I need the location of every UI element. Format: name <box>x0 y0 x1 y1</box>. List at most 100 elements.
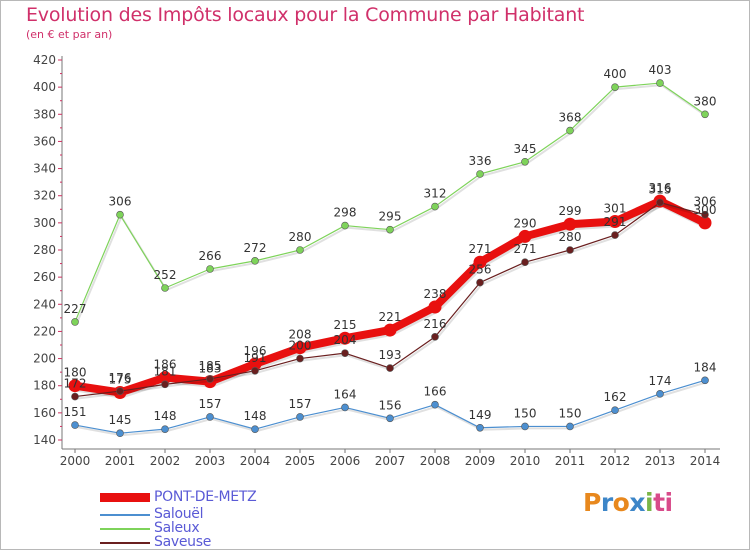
data-point <box>566 126 574 135</box>
data-point <box>386 364 394 372</box>
data-label: 156 <box>379 398 402 412</box>
data-point <box>476 278 484 287</box>
proxiti-logo: Proxiti <box>583 488 673 517</box>
y-tick-label: 160 <box>33 406 56 420</box>
data-label: 216 <box>424 317 447 331</box>
data-label: 301 <box>604 202 627 216</box>
data-label: 150 <box>514 406 537 420</box>
legend-swatch <box>100 542 150 544</box>
data-point <box>701 210 709 219</box>
data-label: 149 <box>469 408 492 422</box>
data-label: 208 <box>289 328 312 342</box>
data-point <box>566 422 574 431</box>
data-point <box>161 284 169 292</box>
data-point <box>158 371 172 385</box>
y-tick-label: 320 <box>33 189 56 203</box>
y-tick-label: 280 <box>33 243 56 257</box>
data-label: 196 <box>244 344 267 358</box>
data-label: 272 <box>244 241 267 255</box>
legend-label: Saveuse <box>154 534 212 550</box>
data-label: 162 <box>604 390 627 404</box>
data-point <box>341 349 349 357</box>
data-point <box>386 414 394 423</box>
data-point <box>341 221 349 230</box>
data-point <box>338 331 352 345</box>
data-label: 181 <box>154 364 177 378</box>
x-tick-label: 2011 <box>555 454 586 468</box>
data-point <box>656 198 664 207</box>
legend-label: Saleux <box>154 520 200 536</box>
x-tick-label: 2013 <box>645 454 676 468</box>
data-label: 157 <box>289 397 312 411</box>
x-tick-label: 2012 <box>600 454 631 468</box>
data-point <box>251 366 259 375</box>
data-point <box>566 246 574 254</box>
data-point <box>293 341 307 355</box>
data-label: 204 <box>334 333 357 347</box>
data-label: 403 <box>649 63 672 77</box>
data-label: 174 <box>649 374 672 388</box>
data-label: 145 <box>109 413 132 427</box>
data-point <box>161 425 169 433</box>
data-point <box>251 425 259 433</box>
data-point <box>473 255 487 269</box>
data-label: 157 <box>199 397 222 411</box>
data-point <box>68 379 82 393</box>
data-point <box>431 400 439 409</box>
data-point <box>248 357 262 371</box>
y-tick-label: 340 <box>33 162 56 176</box>
data-point <box>431 333 439 341</box>
data-label: 221 <box>379 310 402 324</box>
data-label: 252 <box>154 268 177 282</box>
data-label: 180 <box>64 366 87 380</box>
data-label: 300 <box>694 203 717 217</box>
data-label: 368 <box>559 111 582 125</box>
data-point <box>656 390 664 398</box>
data-label: 315 <box>649 183 672 197</box>
data-label: 306 <box>109 195 132 209</box>
data-point <box>521 258 529 267</box>
chart-subtitle: (en € et par an) <box>26 28 113 41</box>
data-point <box>521 422 529 431</box>
data-point <box>71 318 79 326</box>
data-point <box>518 229 532 243</box>
data-point <box>611 406 619 414</box>
y-tick-label: 180 <box>33 379 56 393</box>
data-point <box>206 375 214 383</box>
y-tick-label: 260 <box>33 270 56 284</box>
data-point <box>296 354 304 363</box>
data-label: 306 <box>694 195 717 209</box>
chart-title: Evolution des Impôts locaux pour la Comm… <box>26 4 585 26</box>
data-point <box>161 380 169 389</box>
data-label: 151 <box>64 405 87 419</box>
data-label: 256 <box>469 263 492 277</box>
data-label: 238 <box>424 287 447 301</box>
x-tick-label: 2002 <box>150 454 181 468</box>
data-point <box>701 110 709 119</box>
data-point <box>563 217 577 231</box>
data-point <box>428 300 442 314</box>
x-tick-label: 2007 <box>375 454 406 468</box>
data-point <box>71 392 79 401</box>
data-label: 312 <box>424 187 447 201</box>
y-tick-label: 400 <box>33 80 56 94</box>
data-label: 227 <box>64 302 87 316</box>
data-label: 186 <box>154 358 177 372</box>
data-label: 280 <box>289 230 312 244</box>
data-label: 290 <box>514 216 537 230</box>
data-point <box>296 413 304 421</box>
data-point <box>608 215 622 228</box>
x-tick-label: 2010 <box>510 454 541 468</box>
x-tick-label: 2004 <box>240 454 271 468</box>
x-tick-label: 2008 <box>420 454 451 468</box>
y-tick-label: 380 <box>33 107 56 121</box>
data-label: 271 <box>514 242 537 256</box>
data-label: 176 <box>109 371 132 385</box>
data-label: 175 <box>109 373 132 387</box>
y-tick-label: 140 <box>33 433 56 447</box>
data-point <box>116 387 124 395</box>
x-tick-label: 2005 <box>285 454 316 468</box>
data-point <box>386 225 394 234</box>
y-tick-label: 200 <box>33 352 56 366</box>
